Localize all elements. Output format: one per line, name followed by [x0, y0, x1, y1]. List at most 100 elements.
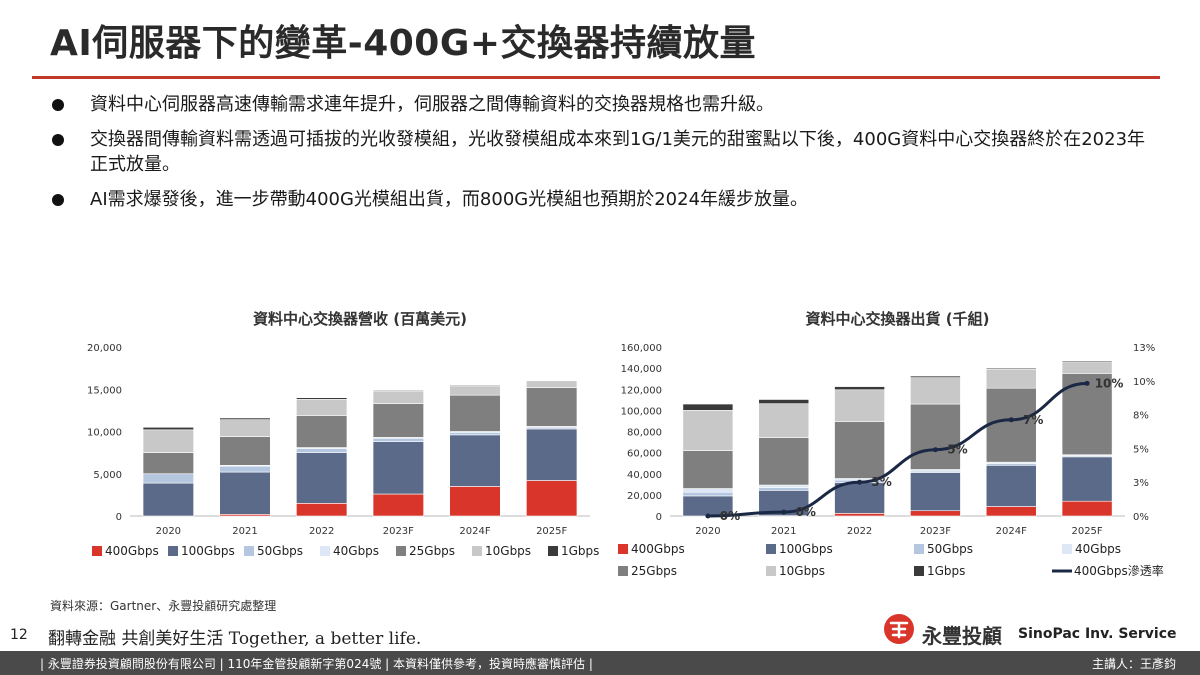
bar-segment: [682, 450, 734, 489]
y-tick-label: 40,000: [627, 470, 662, 481]
bar-segment: [219, 436, 271, 466]
y-tick-label: 20,000: [627, 491, 662, 502]
bar-segment: [834, 421, 885, 479]
legend-swatch: [766, 566, 776, 576]
penetration-rate-point: [857, 479, 863, 485]
bar-segment: [758, 399, 810, 405]
legend-label: 25Gbps: [631, 564, 677, 578]
legend-label: 1Gbps: [561, 544, 599, 558]
bar-segment: [834, 482, 885, 514]
penetration-rate-label: 0%: [796, 505, 816, 519]
y-tick-label: 0: [656, 512, 662, 523]
penetration-rate-point: [1084, 380, 1090, 386]
y2-tick-label: 5%: [1133, 444, 1149, 455]
bar-segment: [910, 375, 961, 378]
legend-label: 10Gbps: [485, 544, 531, 558]
bar-segment: [142, 473, 194, 484]
penetration-rate-point: [781, 509, 787, 515]
bar-segment: [758, 437, 810, 486]
bar-segment: [682, 403, 734, 411]
legend-swatch: [396, 546, 406, 556]
legend-label: 50Gbps: [257, 544, 303, 558]
bar-segment: [449, 486, 501, 517]
bar-segment: [449, 385, 501, 396]
bar-segment: [219, 419, 271, 437]
penetration-rate-point: [932, 447, 938, 453]
page-number: 12: [10, 627, 28, 643]
sinopac-logo-icon: [884, 614, 914, 644]
y2-tick-label: 8%: [1133, 411, 1149, 422]
bar-segment: [449, 432, 501, 436]
bar-segment: [372, 390, 424, 404]
bullet-item: 交換器間傳輸資料需透過可插拔的光收發模組，光收發模組成本來到1G/1美元的甜蜜點…: [52, 127, 1162, 177]
y2-tick-label: 0%: [1133, 512, 1149, 523]
footer-disclaimer: | 永豐證券投資顧問股份有限公司 | 110年金管投顧新字第024號 | 本資料…: [40, 657, 593, 671]
bar-segment: [758, 403, 810, 438]
bar-segment: [526, 381, 578, 388]
bar-segment: [682, 488, 734, 493]
penetration-rate-label: 0%: [720, 509, 740, 523]
bar-segment: [1061, 500, 1113, 517]
x-tick-label: 2020: [156, 526, 181, 537]
bar-segment: [142, 482, 194, 517]
bullet-text: 資料中心伺服器高速傳輸需求連年提升，伺服器之間傳輸資料的交換器規格也需升級。: [90, 94, 774, 115]
y-tick-label: 80,000: [627, 428, 662, 439]
bar-segment: [296, 503, 348, 517]
y-tick-label: 10,000: [87, 428, 122, 439]
bar-segment: [526, 480, 578, 517]
bar-segment: [296, 397, 348, 400]
legend-swatch: [618, 566, 628, 576]
bar-segment: [449, 384, 501, 387]
bar-segment: [910, 510, 961, 517]
bar-segment: [985, 368, 1037, 389]
bar-segment: [1061, 360, 1113, 363]
bar-segment: [910, 377, 961, 405]
bullet-dot-icon: [52, 99, 64, 111]
bar-segment: [219, 471, 271, 515]
legend-swatch: [914, 566, 924, 576]
y-tick-label: 160,000: [621, 343, 662, 354]
bar-segment: [372, 493, 424, 517]
shipment-chart-svg: 資料中心交換器出貨 (千組) 0 20,000 40,000 60,000 80,000 1…: [618, 310, 1164, 578]
bar-segment: [372, 441, 424, 495]
bar-segment: [985, 465, 1037, 507]
legend-swatch: [472, 546, 482, 556]
bar-segment: [985, 506, 1037, 517]
bar-segment: [142, 452, 194, 475]
bar-segment: [219, 417, 271, 420]
bar-segment: [526, 428, 578, 481]
bar-segment: [985, 367, 1037, 370]
legend-label: 25Gbps: [409, 544, 455, 558]
bar-segment: [910, 472, 961, 512]
x-tick-label: 2022: [309, 526, 334, 537]
source-note: 資料來源：Gartner、永豐投顧研究處整理: [50, 599, 277, 613]
penetration-rate-label: 5%: [947, 443, 967, 457]
x-tick-label: 2021: [232, 526, 257, 537]
legend-swatch: [1062, 544, 1072, 554]
bar-segment: [1061, 361, 1113, 374]
penetration-rate-point: [705, 513, 711, 519]
bar-segment: [296, 452, 348, 504]
brand-name-en: SinoPac Inv. Service: [1018, 626, 1177, 642]
penetration-rate-label: 3%: [871, 475, 891, 489]
penetration-rate-label: 7%: [1023, 413, 1043, 427]
bar-segment: [834, 389, 885, 422]
revenue-chart: 資料中心交換器營收 (百萬美元) 0 5,000 10,000 15,000 20,000…: [60, 300, 600, 575]
bar-segment: [985, 387, 1037, 463]
x-tick-label: 2024F: [996, 526, 1027, 537]
bullet-text: AI需求爆發後，進一步帶動400G光模組出貨，而800G光模組也預期於2024年…: [90, 189, 809, 210]
chart-title: 資料中心交換器出貨 (千組): [806, 310, 990, 328]
y2-tick-label: 13%: [1133, 343, 1155, 354]
x-tick-label: 2022: [847, 526, 872, 537]
y-tick-label: 15,000: [87, 385, 122, 396]
legend-label: 10Gbps: [779, 564, 825, 578]
bar-segment: [449, 434, 501, 487]
y-tick-label: 140,000: [621, 364, 662, 375]
legend-label: 400Gbps: [105, 544, 159, 558]
x-tick-label: 2025F: [536, 526, 567, 537]
bar-segment: [296, 448, 348, 453]
bar-segment: [526, 387, 578, 427]
bullet-dot-icon: [52, 134, 64, 146]
legend-label: 1Gbps: [927, 564, 965, 578]
shipment-chart: 資料中心交換器出貨 (千組) 0 20,000 40,000 60,000 80,000 1…: [610, 300, 1170, 585]
